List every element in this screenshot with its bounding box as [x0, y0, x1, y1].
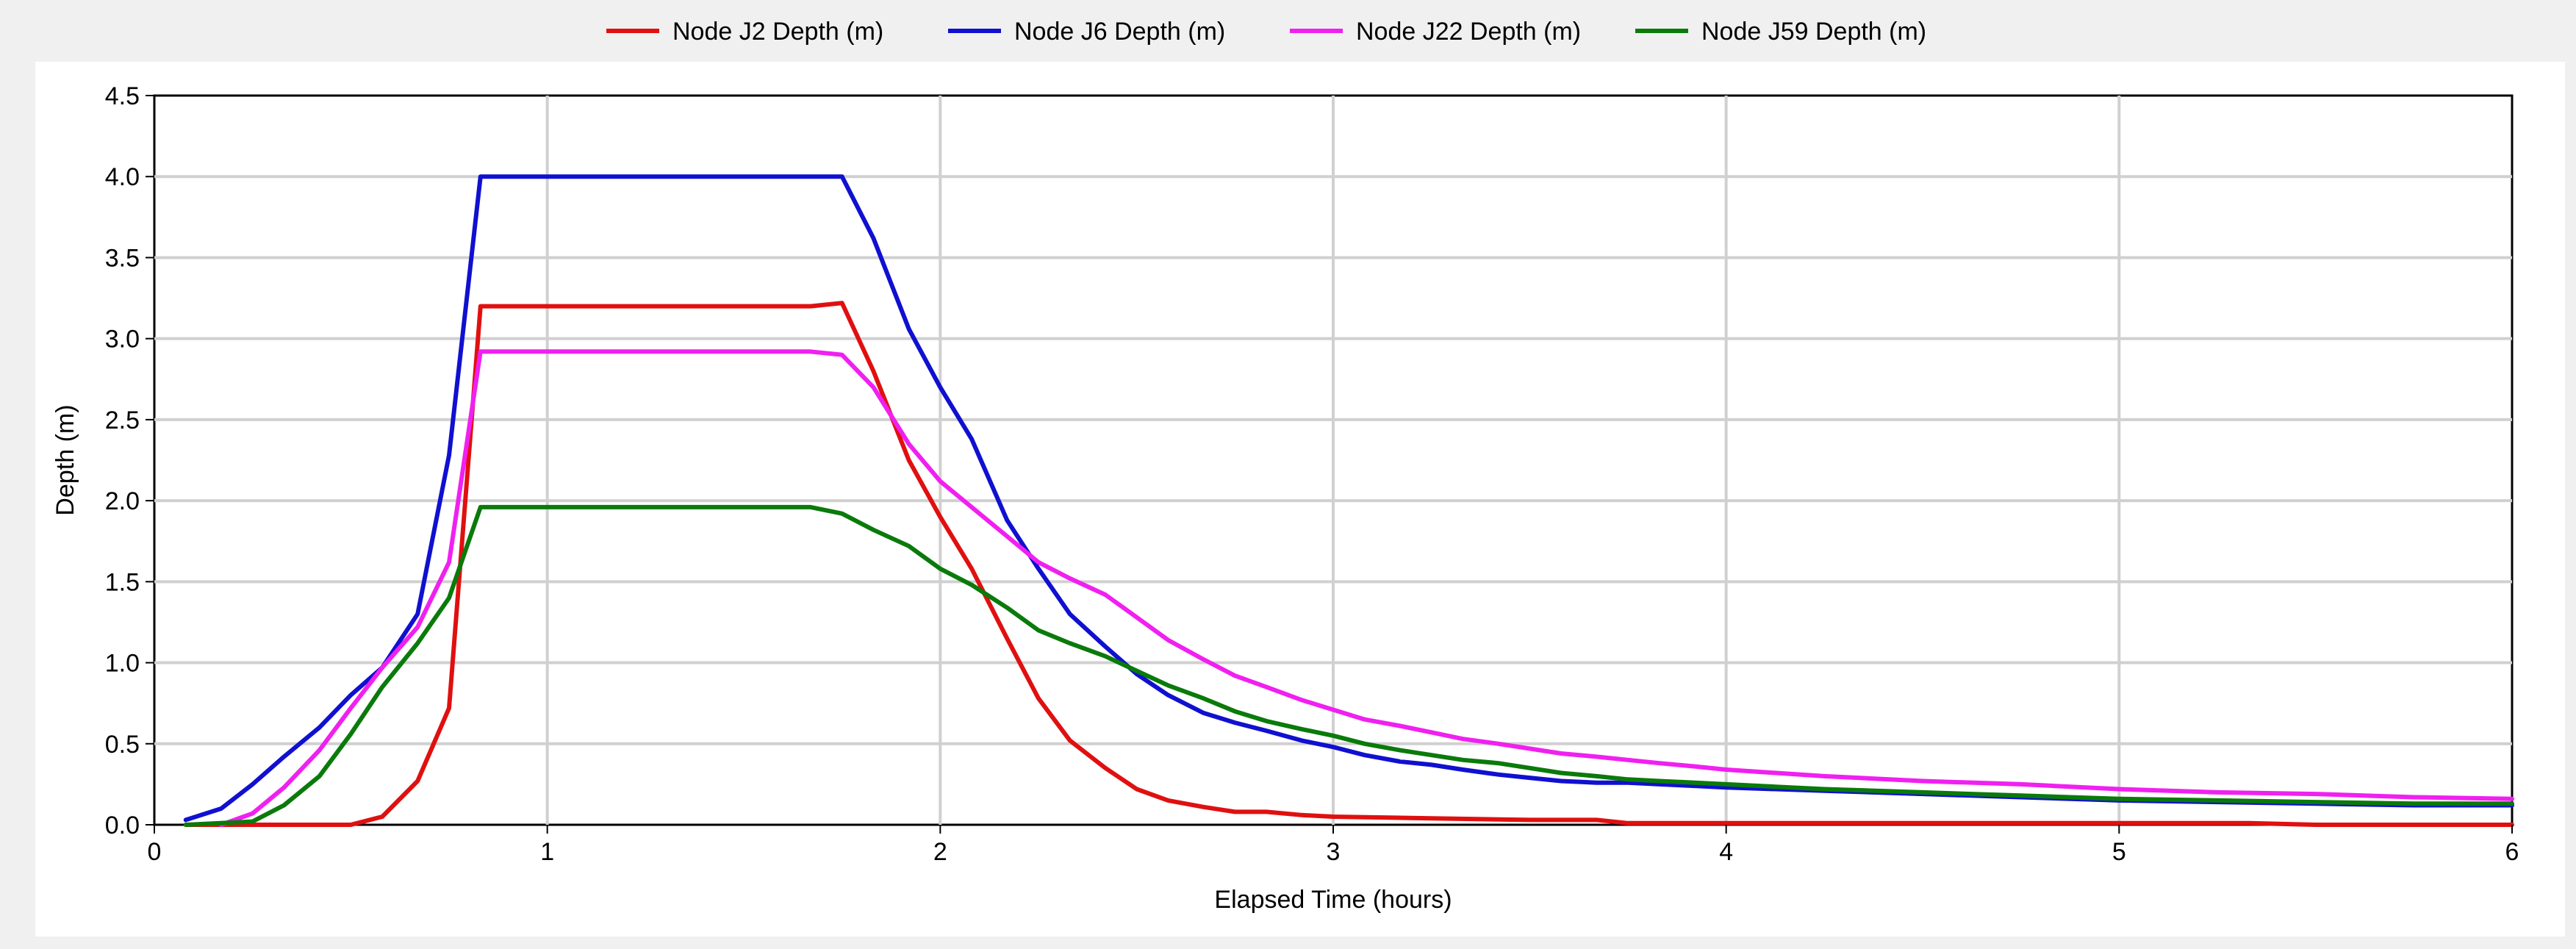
y-tick-label: 3.5 — [105, 244, 140, 272]
y-tick-label: 1.0 — [105, 650, 140, 678]
legend-label: Node J6 Depth (m) — [1014, 18, 1225, 46]
axes: 0 1 2 3 4 5 6 0.0 0.5 1.0 1.5 2.0 2.5 3.0 3.5 4.0 4.5 — [105, 82, 2519, 866]
y-tick-label: 4.5 — [105, 82, 140, 110]
x-tick-label: 0 — [148, 838, 162, 866]
grid — [154, 96, 2512, 825]
x-tick-label: 3 — [1327, 838, 1341, 866]
x-tick-label: 5 — [2112, 838, 2126, 866]
series-line-node-j59-depth-m — [183, 504, 2514, 827]
x-tick-label: 4 — [1719, 838, 1733, 866]
y-tick-label: 1.5 — [105, 568, 140, 596]
y-axis-label: Depth (m) — [51, 404, 79, 515]
series-line-node-j22-depth-m — [218, 349, 2514, 827]
y-tick-label: 3.0 — [105, 326, 140, 354]
x-tick-label: 1 — [540, 838, 554, 866]
y-tick-label: 0.0 — [105, 812, 140, 839]
series-line-node-j2-depth-m — [183, 301, 2514, 827]
legend: Node J2 Depth (m) Node J6 Depth (m) Node J… — [606, 18, 1926, 46]
series-line-node-j6-depth-m — [183, 174, 2514, 823]
y-tick-label: 2.0 — [105, 487, 140, 515]
legend-label: Node J22 Depth (m) — [1356, 18, 1581, 46]
x-tick-label: 2 — [933, 838, 947, 866]
x-tick-label: 6 — [2505, 838, 2519, 866]
legend-label: Node J2 Depth (m) — [672, 18, 883, 46]
y-tick-label: 2.5 — [105, 407, 140, 434]
legend-label: Node J59 Depth (m) — [1701, 18, 1926, 46]
series-group — [183, 174, 2514, 827]
y-tick-label: 4.0 — [105, 163, 140, 191]
x-axis-label: Elapsed Time (hours) — [1214, 886, 1452, 914]
y-tick-label: 0.5 — [105, 731, 140, 759]
